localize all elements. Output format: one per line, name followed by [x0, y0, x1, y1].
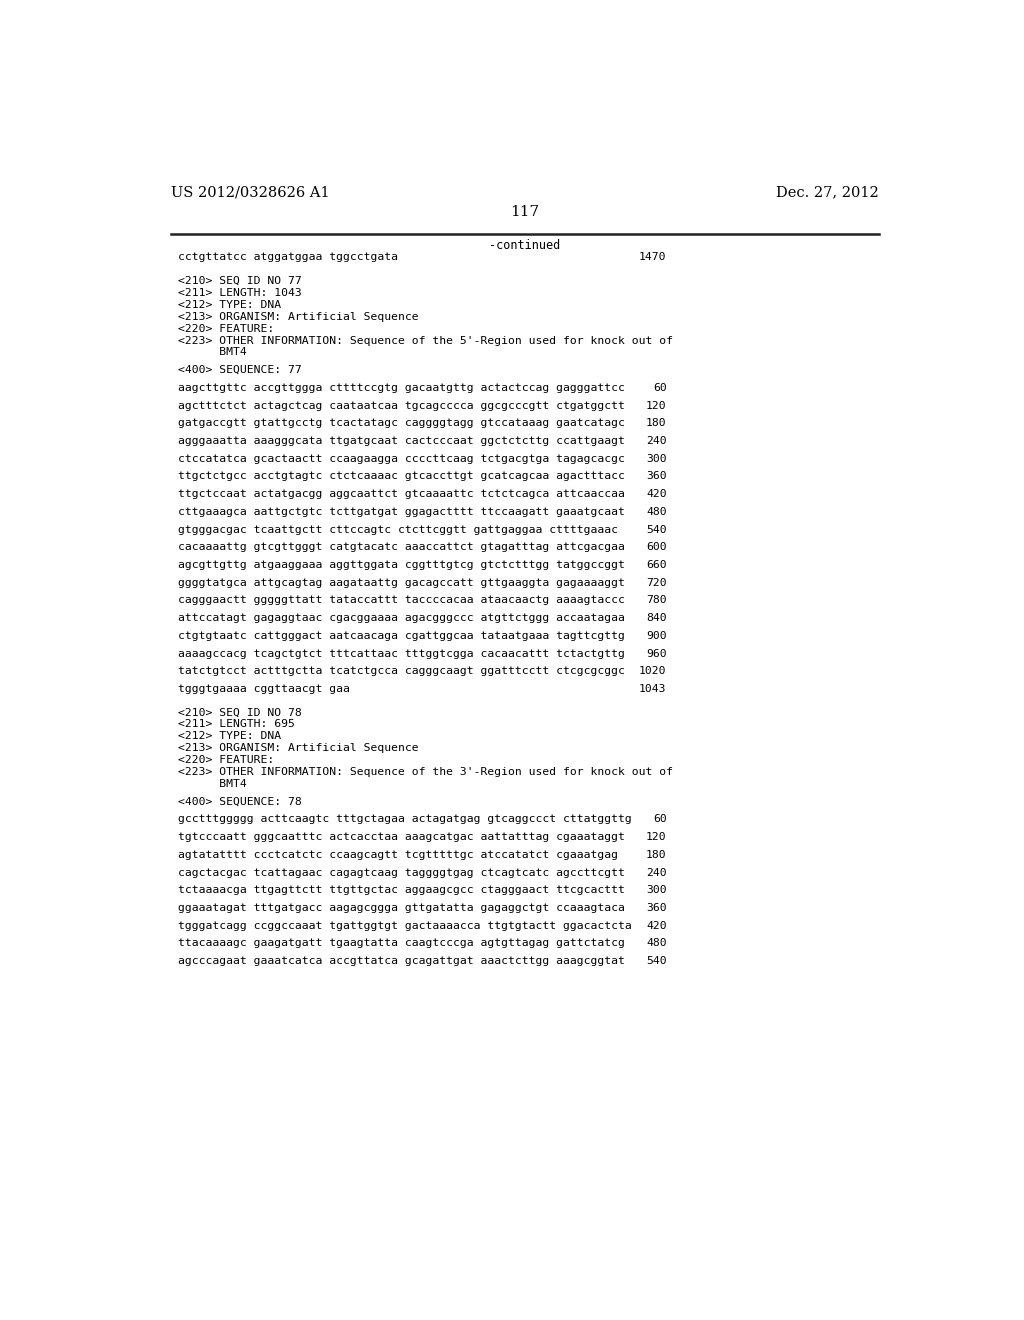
Text: gatgaccgtt gtattgcctg tcactatagc caggggtagg gtccataaag gaatcatagc: gatgaccgtt gtattgcctg tcactatagc caggggt…: [178, 418, 626, 428]
Text: tgggtgaaaa cggttaacgt gaa: tgggtgaaaa cggttaacgt gaa: [178, 684, 350, 694]
Text: 720: 720: [646, 578, 667, 587]
Text: 420: 420: [646, 921, 667, 931]
Text: ttacaaaagc gaagatgatt tgaagtatta caagtcccga agtgttagag gattctatcg: ttacaaaagc gaagatgatt tgaagtatta caagtcc…: [178, 939, 626, 948]
Text: <223> OTHER INFORMATION: Sequence of the 3'-Region used for knock out of: <223> OTHER INFORMATION: Sequence of the…: [178, 767, 674, 777]
Text: gcctttggggg acttcaagtc tttgctagaa actagatgag gtcaggccct cttatggttg: gcctttggggg acttcaagtc tttgctagaa actaga…: [178, 814, 632, 825]
Text: 60: 60: [653, 814, 667, 825]
Text: agtatatttt ccctcatctc ccaagcagtt tcgtttttgc atccatatct cgaaatgag: agtatatttt ccctcatctc ccaagcagtt tcgtttt…: [178, 850, 618, 859]
Text: cagggaactt gggggttatt tataccattt taccccacaa ataacaactg aaaagtaccc: cagggaactt gggggttatt tataccattt tacccca…: [178, 595, 626, 606]
Text: <211> LENGTH: 1043: <211> LENGTH: 1043: [178, 288, 302, 298]
Text: 60: 60: [653, 383, 667, 393]
Text: BMT4: BMT4: [178, 347, 247, 358]
Text: agcgttgttg atgaaggaaa aggttggata cggtttgtcg gtctctttgg tatggccggt: agcgttgttg atgaaggaaa aggttggata cggtttg…: [178, 560, 626, 570]
Text: agctttctct actagctcag caataatcaa tgcagcccca ggcgcccgtt ctgatggctt: agctttctct actagctcag caataatcaa tgcagcc…: [178, 400, 626, 411]
Text: 840: 840: [646, 612, 667, 623]
Text: agcccagaat gaaatcatca accgttatca gcagattgat aaactcttgg aaagcggtat: agcccagaat gaaatcatca accgttatca gcagatt…: [178, 956, 626, 966]
Text: 480: 480: [646, 939, 667, 948]
Text: cctgttatcc atggatggaa tggcctgata: cctgttatcc atggatggaa tggcctgata: [178, 252, 398, 263]
Text: <213> ORGANISM: Artificial Sequence: <213> ORGANISM: Artificial Sequence: [178, 743, 419, 754]
Text: 300: 300: [646, 886, 667, 895]
Text: 540: 540: [646, 524, 667, 535]
Text: 660: 660: [646, 560, 667, 570]
Text: US 2012/0328626 A1: US 2012/0328626 A1: [171, 185, 330, 199]
Text: tctaaaacga ttgagttctt ttgttgctac aggaagcgcc ctagggaact ttcgcacttt: tctaaaacga ttgagttctt ttgttgctac aggaagc…: [178, 886, 626, 895]
Text: <400> SEQUENCE: 77: <400> SEQUENCE: 77: [178, 366, 302, 375]
Text: 240: 240: [646, 436, 667, 446]
Text: 900: 900: [646, 631, 667, 640]
Text: 600: 600: [646, 543, 667, 552]
Text: 180: 180: [646, 850, 667, 859]
Text: aaaagccacg tcagctgtct tttcattaac tttggtcgga cacaacattt tctactgttg: aaaagccacg tcagctgtct tttcattaac tttggtc…: [178, 648, 626, 659]
Text: ctccatatca gcactaactt ccaagaagga ccccttcaag tctgacgtga tagagcacgc: ctccatatca gcactaactt ccaagaagga ccccttc…: [178, 454, 626, 463]
Text: <210> SEQ ID NO 77: <210> SEQ ID NO 77: [178, 276, 302, 286]
Text: 300: 300: [646, 454, 667, 463]
Text: 360: 360: [646, 471, 667, 482]
Text: ttgctccaat actatgacgg aggcaattct gtcaaaattc tctctcagca attcaaccaa: ttgctccaat actatgacgg aggcaattct gtcaaaa…: [178, 490, 626, 499]
Text: BMT4: BMT4: [178, 779, 247, 789]
Text: <211> LENGTH: 695: <211> LENGTH: 695: [178, 719, 295, 730]
Text: 117: 117: [510, 205, 540, 219]
Text: ggaaatagat tttgatgacc aagagcggga gttgatatta gagaggctgt ccaaagtaca: ggaaatagat tttgatgacc aagagcggga gttgata…: [178, 903, 626, 913]
Text: gtgggacgac tcaattgctt cttccagtc ctcttcggtt gattgaggaa cttttgaaac: gtgggacgac tcaattgctt cttccagtc ctcttcgg…: [178, 524, 618, 535]
Text: ggggtatgca attgcagtag aagataattg gacagccatt gttgaaggta gagaaaaggt: ggggtatgca attgcagtag aagataattg gacagcc…: [178, 578, 626, 587]
Text: <220> FEATURE:: <220> FEATURE:: [178, 755, 274, 766]
Text: ctgtgtaatc cattgggact aatcaacaga cgattggcaa tataatgaaa tagttcgttg: ctgtgtaatc cattgggact aatcaacaga cgattgg…: [178, 631, 626, 640]
Text: 960: 960: [646, 648, 667, 659]
Text: tgtcccaatt gggcaatttc actcacctaa aaagcatgac aattatttag cgaaataggt: tgtcccaatt gggcaatttc actcacctaa aaagcat…: [178, 832, 626, 842]
Text: 180: 180: [646, 418, 667, 428]
Text: <213> ORGANISM: Artificial Sequence: <213> ORGANISM: Artificial Sequence: [178, 312, 419, 322]
Text: 120: 120: [646, 400, 667, 411]
Text: 120: 120: [646, 832, 667, 842]
Text: 780: 780: [646, 595, 667, 606]
Text: Dec. 27, 2012: Dec. 27, 2012: [776, 185, 879, 199]
Text: 480: 480: [646, 507, 667, 517]
Text: cttgaaagca aattgctgtc tcttgatgat ggagactttt ttccaagatt gaaatgcaat: cttgaaagca aattgctgtc tcttgatgat ggagact…: [178, 507, 626, 517]
Text: 420: 420: [646, 490, 667, 499]
Text: 540: 540: [646, 956, 667, 966]
Text: <212> TYPE: DNA: <212> TYPE: DNA: [178, 300, 282, 310]
Text: 1043: 1043: [639, 684, 667, 694]
Text: 240: 240: [646, 867, 667, 878]
Text: 1470: 1470: [639, 252, 667, 263]
Text: <400> SEQUENCE: 78: <400> SEQUENCE: 78: [178, 797, 302, 807]
Text: tatctgtcct actttgctta tcatctgcca cagggcaagt ggatttcctt ctcgcgcggc: tatctgtcct actttgctta tcatctgcca cagggca…: [178, 667, 626, 676]
Text: <212> TYPE: DNA: <212> TYPE: DNA: [178, 731, 282, 742]
Text: cacaaaattg gtcgttgggt catgtacatc aaaccattct gtagatttag attcgacgaa: cacaaaattg gtcgttgggt catgtacatc aaaccat…: [178, 543, 626, 552]
Text: tgggatcagg ccggccaaat tgattggtgt gactaaaacca ttgtgtactt ggacactcta: tgggatcagg ccggccaaat tgattggtgt gactaaa…: [178, 921, 632, 931]
Text: ttgctctgcc acctgtagtc ctctcaaaac gtcaccttgt gcatcagcaa agactttacc: ttgctctgcc acctgtagtc ctctcaaaac gtcacct…: [178, 471, 626, 482]
Text: attccatagt gagaggtaac cgacggaaaa agacgggccc atgttctggg accaatagaa: attccatagt gagaggtaac cgacggaaaa agacggg…: [178, 612, 626, 623]
Text: -continued: -continued: [489, 239, 560, 252]
Text: agggaaatta aaagggcata ttgatgcaat cactcccaat ggctctcttg ccattgaagt: agggaaatta aaagggcata ttgatgcaat cactccc…: [178, 436, 626, 446]
Text: <223> OTHER INFORMATION: Sequence of the 5'-Region used for knock out of: <223> OTHER INFORMATION: Sequence of the…: [178, 335, 674, 346]
Text: cagctacgac tcattagaac cagagtcaag taggggtgag ctcagtcatc agccttcgtt: cagctacgac tcattagaac cagagtcaag taggggt…: [178, 867, 626, 878]
Text: aagcttgttc accgttggga cttttccgtg gacaatgttg actactccag gagggattcc: aagcttgttc accgttggga cttttccgtg gacaatg…: [178, 383, 626, 393]
Text: <210> SEQ ID NO 78: <210> SEQ ID NO 78: [178, 708, 302, 717]
Text: <220> FEATURE:: <220> FEATURE:: [178, 323, 274, 334]
Text: 360: 360: [646, 903, 667, 913]
Text: 1020: 1020: [639, 667, 667, 676]
